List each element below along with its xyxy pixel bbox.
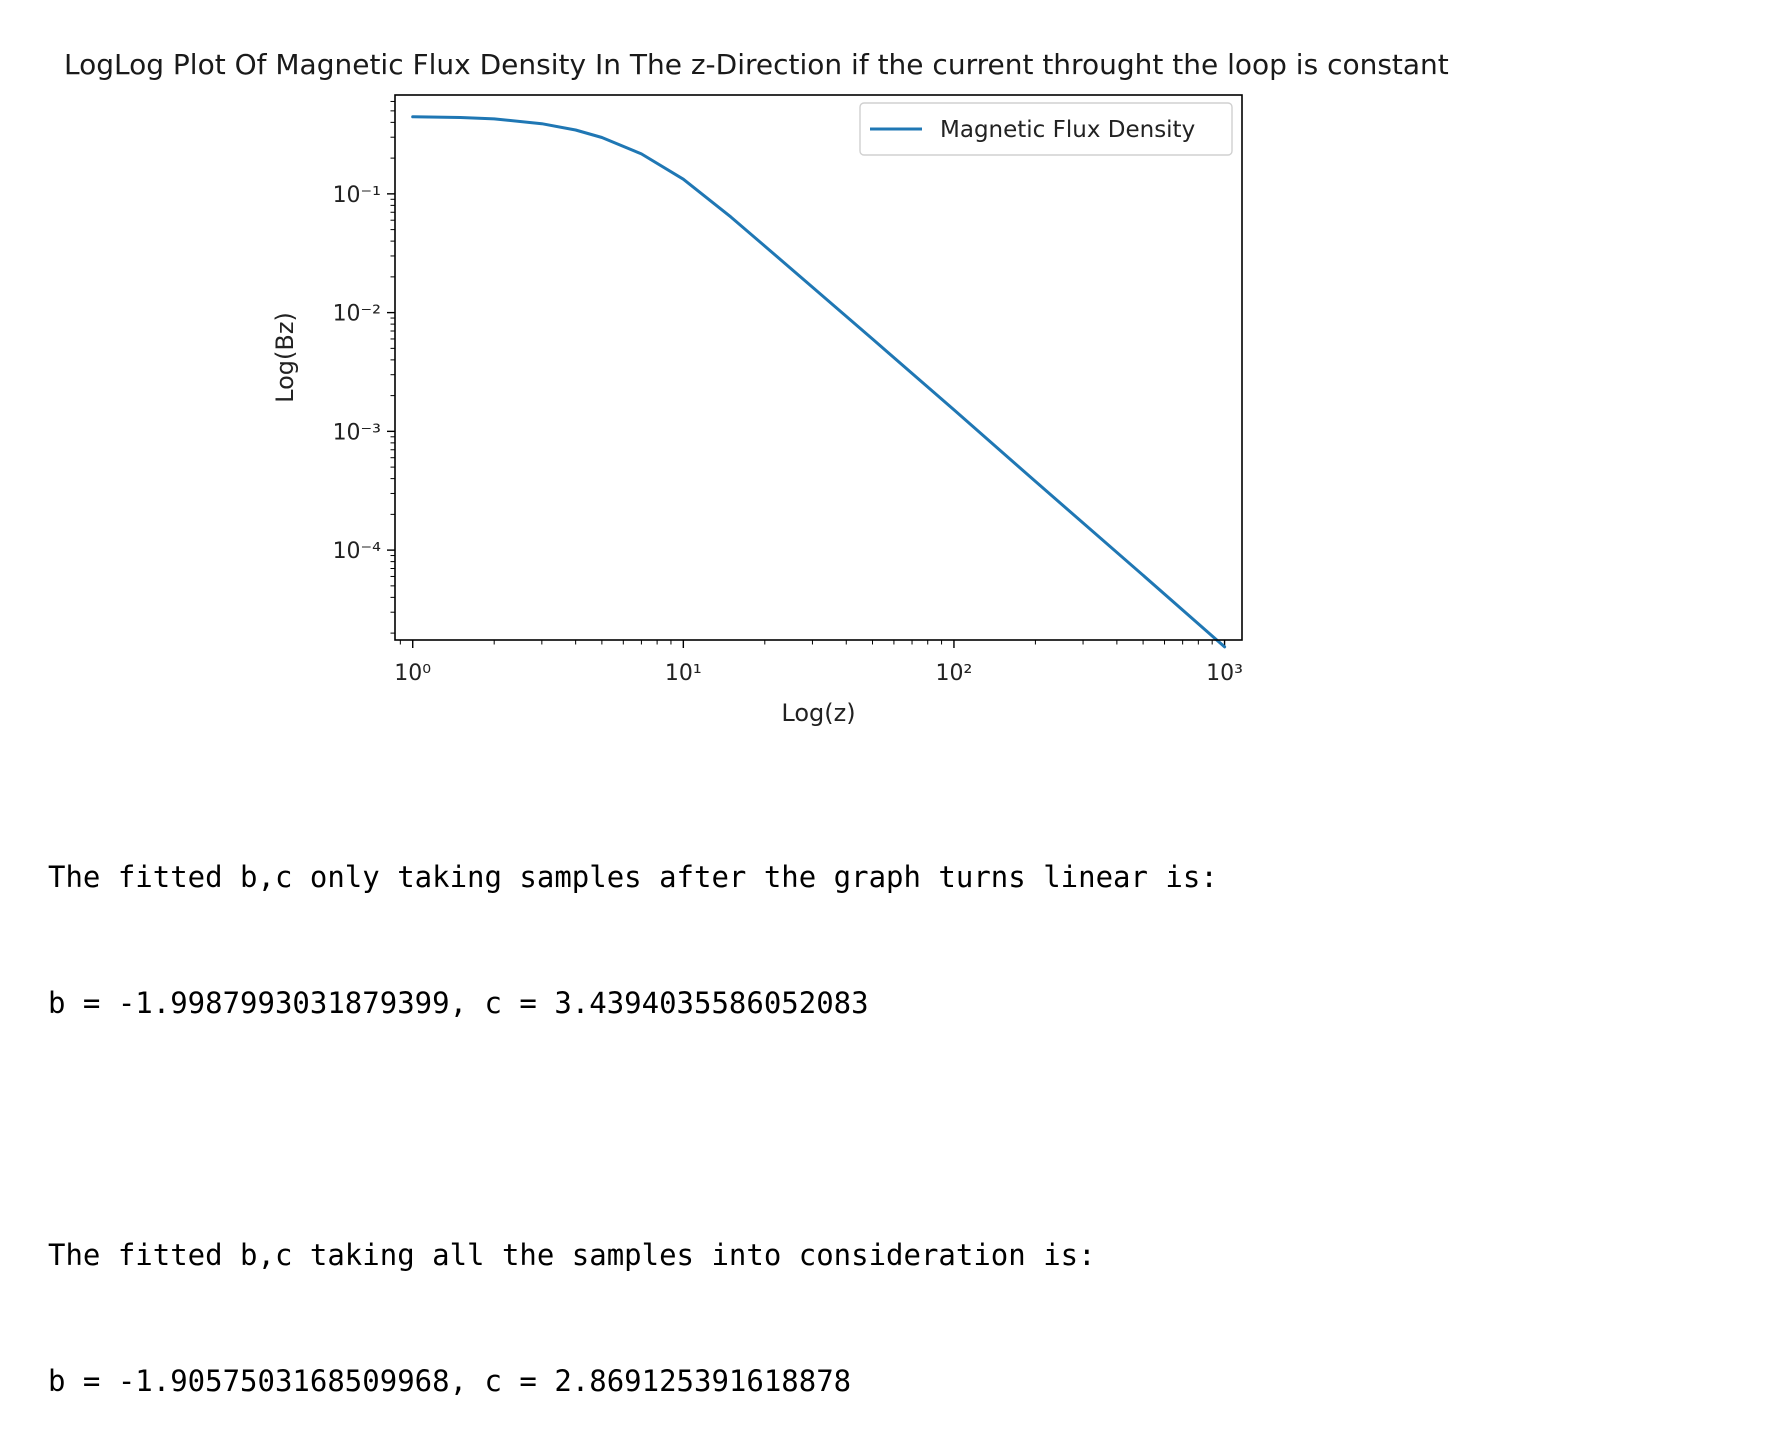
y-tick-label: 10⁻¹: [333, 183, 381, 208]
legend-box: [859, 102, 1233, 156]
chart-title: LogLog Plot Of Magnetic Flux Density In …: [64, 48, 1449, 81]
y-tick-label: 10⁻³: [333, 420, 381, 445]
x-tick-label: 10¹: [665, 661, 702, 686]
output-line-3: The fitted b,c taking all the samples in…: [48, 1238, 1096, 1272]
series-line-0: [411, 115, 1227, 649]
ticks-layer: 10⁰ 10¹ 10² 10³ 10⁻¹ 10⁻² 10⁻³ 10⁻⁴: [333, 100, 1243, 686]
y-tick-label: 10⁻²: [333, 302, 381, 327]
output-line-2: b = -1.9987993031879399, c = 3.439403558…: [48, 986, 869, 1020]
plot-frame: [394, 94, 1243, 641]
legend: Magnetic Flux Density: [859, 102, 1233, 156]
y-tick-label: 10⁻⁴: [333, 539, 382, 564]
legend-label: Magnetic Flux Density: [940, 117, 1195, 143]
x-tick-label: 10²: [936, 661, 973, 686]
y-axis-label: Log(Bz): [271, 312, 299, 403]
output-line-4: b = -1.9057503168509968, c = 2.869125391…: [48, 1364, 852, 1398]
loglog-plot: 10⁰ 10¹ 10² 10³ 10⁻¹ 10⁻² 10⁻³ 10⁻⁴ Magnetic Fl…: [271, 94, 1243, 727]
series-layer: [411, 115, 1227, 649]
x-tick-label: 10³: [1206, 661, 1243, 686]
x-axis-label: Log(z): [781, 699, 855, 727]
cell-output: The fitted b,c only taking samples after…: [48, 772, 1218, 1444]
output-blank-line: [48, 1108, 1218, 1150]
x-tick-label: 10⁰: [394, 661, 431, 686]
output-line-1: The fitted b,c only taking samples after…: [48, 860, 1218, 894]
